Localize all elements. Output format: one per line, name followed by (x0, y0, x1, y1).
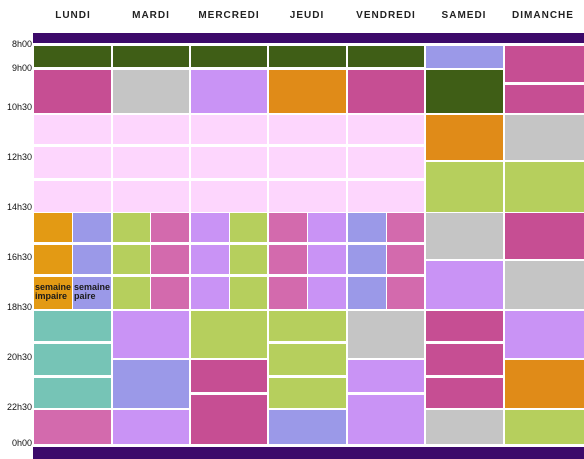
jeudi-block-4[interactable] (269, 311, 347, 408)
samedi-block-6[interactable] (426, 261, 505, 309)
mercredi-block-3[interactable] (191, 115, 269, 212)
mardi-block-2[interactable] (112, 70, 190, 113)
mardi-block-4[interactable] (112, 311, 190, 358)
top-band (33, 33, 584, 43)
jeudi-block-1[interactable] (269, 46, 347, 68)
hour-line (348, 392, 426, 395)
column-divider (424, 43, 426, 447)
vendredi-block-4[interactable] (348, 311, 426, 358)
dimanche-block-6[interactable] (505, 311, 584, 358)
samedi-block-5[interactable] (426, 213, 505, 259)
mardi-block-1[interactable] (112, 46, 190, 68)
vendredi-block-1[interactable] (348, 46, 426, 68)
dimanche-block-8[interactable] (505, 410, 584, 444)
hour-line (34, 242, 426, 245)
mardi-block-split-b[interactable] (151, 213, 190, 309)
jeudi-block-split-b[interactable] (308, 213, 347, 309)
day-header-samedi: SAMEDI (441, 10, 487, 21)
dimanche-block-7[interactable] (505, 360, 584, 408)
samedi-block-1[interactable] (426, 46, 505, 68)
samedi-block-8[interactable] (426, 410, 505, 444)
time-label-10h30: 10h30 (6, 102, 32, 112)
hour-line (34, 178, 426, 181)
jeudi-block-3[interactable] (269, 115, 347, 212)
even-week-note: semaine paire (74, 282, 111, 301)
mardi-block-6[interactable] (112, 410, 190, 444)
hour-line (34, 341, 112, 344)
hour-line (34, 144, 426, 147)
time-label-20h30: 20h30 (6, 352, 32, 362)
hour-line (191, 392, 269, 395)
hour-line (34, 375, 112, 378)
column-divider (346, 43, 348, 447)
samedi-block-2[interactable] (426, 70, 505, 113)
mercredi-block-5[interactable] (191, 360, 269, 444)
samedi-block-7[interactable] (426, 311, 505, 408)
samedi-block-4[interactable] (426, 162, 505, 212)
jeudi-block-2[interactable] (269, 70, 347, 113)
hour-line (269, 341, 347, 344)
mercredi-block-2[interactable] (191, 70, 269, 113)
vendredi-block-3[interactable] (348, 115, 426, 212)
dimanche-block-5[interactable] (505, 261, 584, 309)
bottom-band (33, 447, 584, 459)
day-header-lundi: LUNDI (55, 10, 91, 21)
dimanche-block-1[interactable] (505, 46, 584, 113)
column-divider (267, 43, 269, 447)
lundi-block-odd-week[interactable] (34, 213, 72, 309)
mercredi-block-split-a[interactable] (191, 213, 229, 309)
lundi-block-1[interactable] (34, 46, 112, 68)
hour-line (505, 82, 584, 85)
lundi-block-2[interactable] (34, 70, 112, 113)
time-label-22h30: 22h30 (6, 402, 32, 412)
lundi-block-even-week[interactable] (73, 213, 112, 309)
samedi-block-3[interactable] (426, 115, 505, 160)
day-header-dimanche: DIMANCHE (512, 10, 574, 21)
mercredi-block-split-b[interactable] (230, 213, 269, 309)
hour-line (426, 341, 505, 344)
hour-line (34, 274, 426, 277)
time-label-18h30: 18h30 (6, 302, 32, 312)
jeudi-block-split-a[interactable] (269, 213, 307, 309)
time-label-16h30: 16h30 (6, 252, 32, 262)
odd-week-note: semaine impaire (35, 282, 72, 301)
vendredi-block-5[interactable] (348, 360, 426, 444)
column-divider (111, 43, 113, 447)
hour-line (34, 67, 426, 70)
mercredi-block-4[interactable] (191, 311, 269, 358)
vendredi-block-split-b[interactable] (387, 213, 426, 309)
lundi-block-3[interactable] (34, 115, 112, 212)
hour-line (269, 375, 347, 378)
time-label-8h00: 8h00 (11, 39, 32, 49)
jeudi-block-5[interactable] (269, 410, 347, 444)
vendredi-block-split-a[interactable] (348, 213, 386, 309)
time-label-0h00: 0h00 (11, 438, 32, 448)
day-header-mardi: MARDI (132, 10, 170, 21)
vendredi-block-2[interactable] (348, 70, 426, 113)
mardi-block-split-a[interactable] (112, 213, 150, 309)
mardi-block-5[interactable] (112, 360, 190, 408)
hour-line (426, 375, 505, 378)
time-label-12h30: 12h30 (6, 152, 32, 162)
lundi-block-5[interactable] (34, 410, 112, 444)
mercredi-block-1[interactable] (191, 46, 269, 68)
dimanche-block-2[interactable] (505, 115, 584, 160)
dimanche-block-4[interactable] (505, 213, 584, 259)
day-header-jeudi: JEUDI (289, 10, 325, 21)
dimanche-block-3[interactable] (505, 162, 584, 212)
column-divider (189, 43, 191, 447)
time-label-9h00: 9h00 (11, 63, 32, 73)
lundi-block-4[interactable] (34, 311, 112, 408)
time-label-14h30: 14h30 (6, 202, 32, 212)
day-header-mercredi: MERCREDI (198, 10, 260, 21)
mardi-block-3[interactable] (112, 115, 190, 212)
column-divider (503, 43, 505, 447)
day-header-vendredi: VENDREDI (356, 10, 416, 21)
